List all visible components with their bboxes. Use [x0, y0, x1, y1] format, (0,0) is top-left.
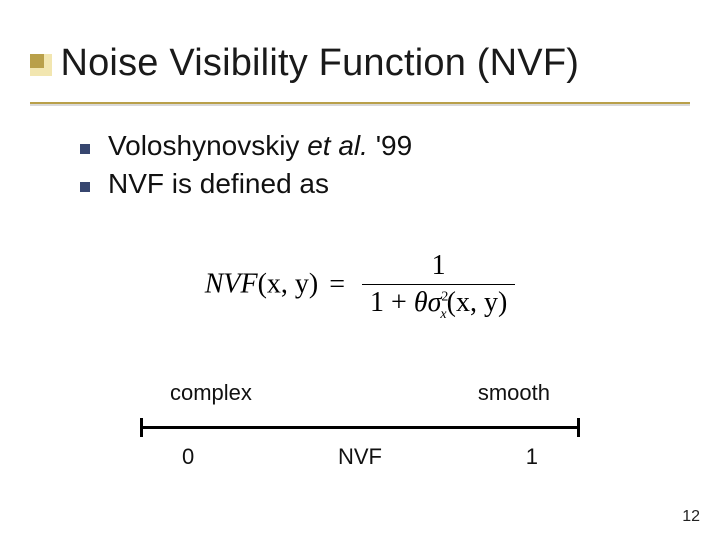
bullet-prefix: NVF is defined as: [108, 168, 329, 199]
bullet-suffix: '99: [368, 130, 412, 161]
formula-denominator: 1 + θσ2x(x, y): [362, 285, 515, 323]
accent-square-icon: [30, 54, 52, 76]
bullet-icon: [80, 144, 90, 154]
scale-line-wrap: [140, 416, 580, 440]
formula-lhs-args: (x, y): [258, 269, 319, 300]
den-leading: 1 +: [370, 287, 414, 318]
title-underline-shadow: [30, 104, 690, 106]
den-sub: x: [440, 307, 446, 322]
body: Voloshynovskiy et al. '99 NVF is defined…: [80, 130, 660, 206]
scale-label-complex: complex: [170, 380, 252, 406]
scale-value-0: 0: [182, 444, 194, 470]
slide: Noise Visibility Function (NVF) Voloshyn…: [0, 0, 720, 540]
bullet-row: NVF is defined as: [80, 168, 660, 200]
den-sup: 2: [441, 290, 448, 305]
scale-labels-top: complex smooth: [140, 380, 580, 406]
bullet-row: Voloshynovskiy et al. '99: [80, 130, 660, 162]
bullet-italic: et al.: [307, 130, 368, 161]
formula: NVF(x, y) = 1 1 + θσ2x(x, y): [0, 250, 720, 323]
den-args: (x, y): [447, 287, 508, 318]
bullet-prefix: Voloshynovskiy: [108, 130, 307, 161]
bullet-text: Voloshynovskiy et al. '99: [108, 130, 412, 162]
title-block: Noise Visibility Function (NVF): [30, 42, 690, 85]
formula-numerator: 1: [362, 250, 515, 285]
page-number: 12: [682, 508, 700, 526]
scale-label-smooth: smooth: [478, 380, 550, 406]
nvf-scale: complex smooth 0 NVF 1: [140, 380, 580, 474]
formula-lhs-func: NVF: [205, 269, 258, 300]
bullet-text: NVF is defined as: [108, 168, 329, 200]
formula-eq: =: [329, 269, 345, 300]
den-theta: θ: [414, 287, 428, 318]
scale-value-1: 1: [526, 444, 538, 470]
scale-mid-label: NVF: [338, 444, 382, 470]
bullet-icon: [80, 182, 90, 192]
formula-fraction: 1 1 + θσ2x(x, y): [362, 250, 515, 323]
scale-labels-bottom: 0 NVF 1: [140, 444, 580, 474]
scale-line: [140, 426, 580, 429]
slide-title: Noise Visibility Function (NVF): [60, 42, 579, 85]
scale-tick-right: [577, 418, 580, 437]
den-sigma-wrap: σ2x: [428, 287, 447, 323]
